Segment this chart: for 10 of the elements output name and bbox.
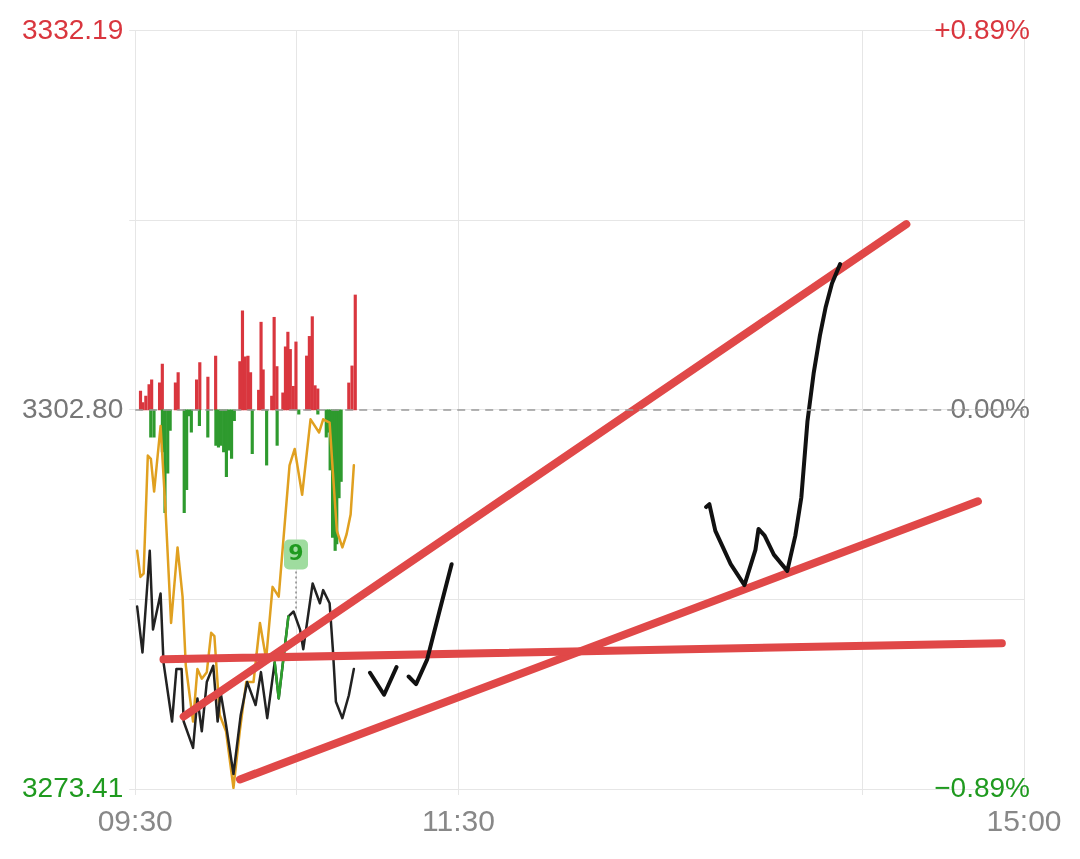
y2-tick-label: −0.89% — [934, 771, 1030, 803]
y2-tick-label: 0.00% — [950, 392, 1030, 424]
y-tick-label: 3332.19 — [21, 13, 124, 45]
x-tick-label: 09:30 — [97, 804, 173, 838]
y-tick-label: 3273.41 — [21, 771, 124, 803]
y2-tick-label: +0.89% — [934, 13, 1030, 45]
x-tick-label: 11:30 — [421, 804, 495, 838]
y-tick-label: 3302.80 — [21, 392, 124, 424]
annotation: 9 — [288, 540, 304, 566]
x-tick-label: 15:00 — [986, 804, 1062, 838]
